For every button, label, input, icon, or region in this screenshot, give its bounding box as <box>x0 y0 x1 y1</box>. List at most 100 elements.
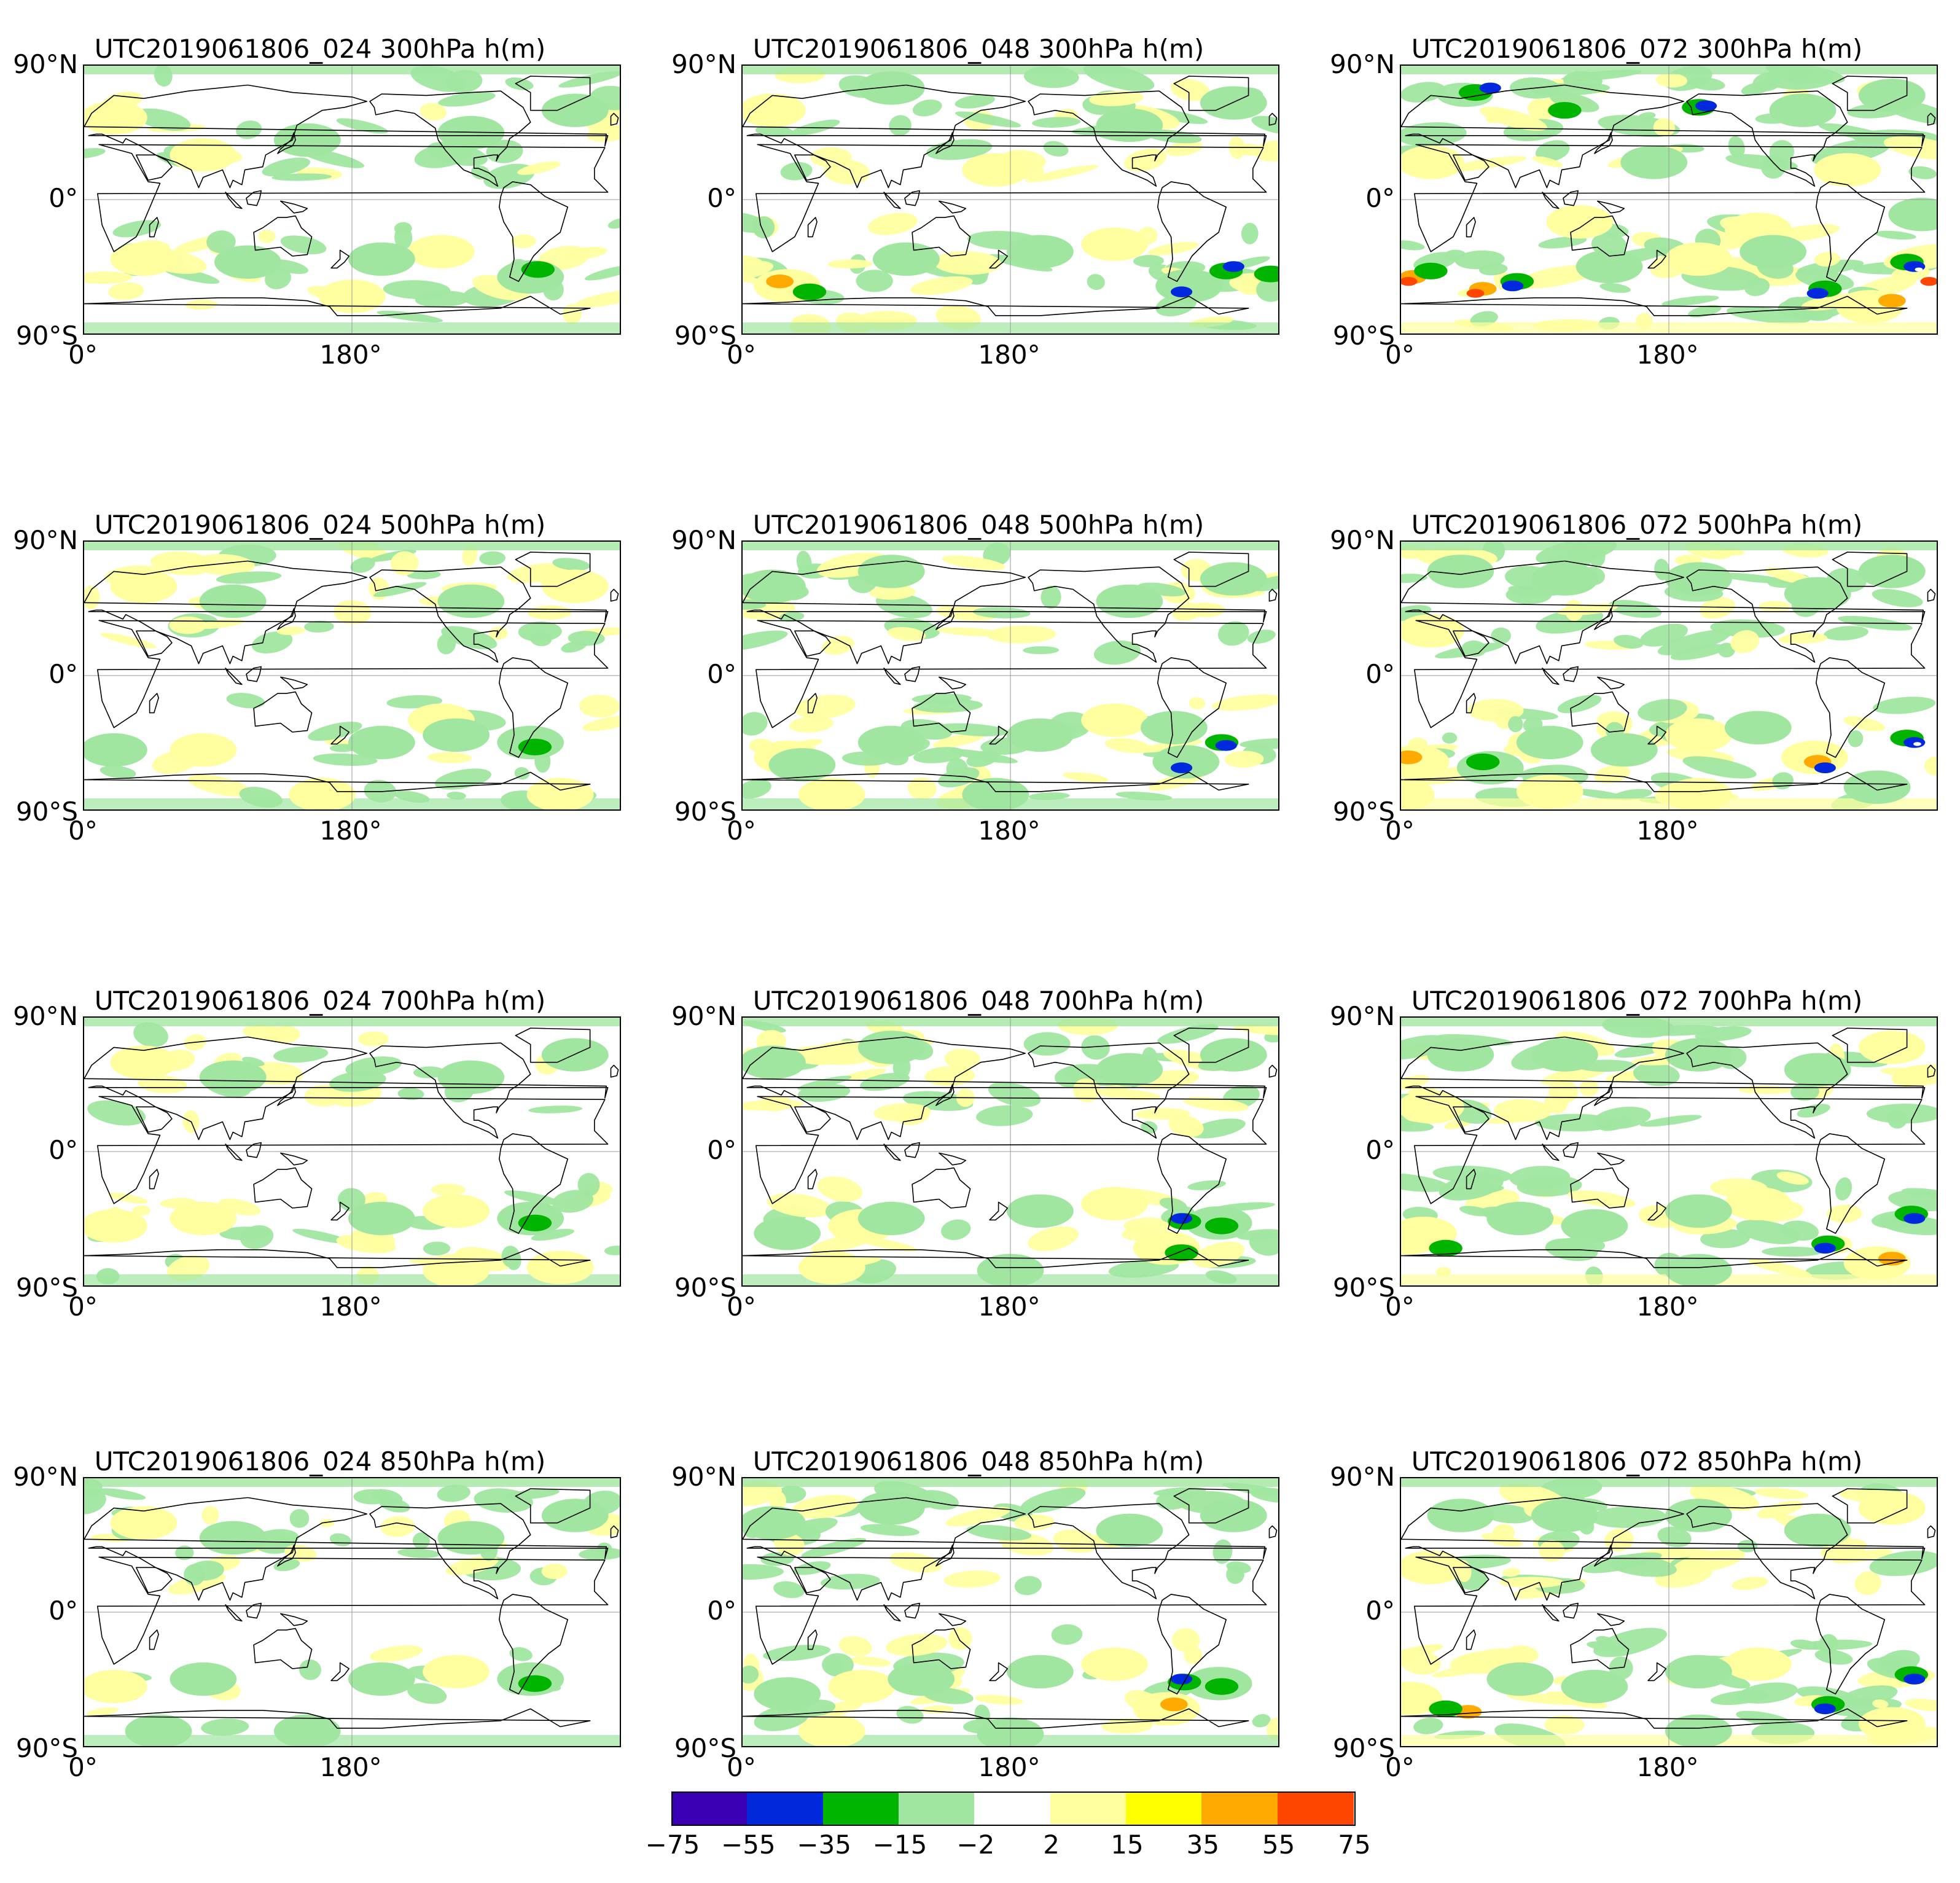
anomaly-patch <box>1165 141 1203 157</box>
anomaly-patch <box>743 1564 784 1580</box>
anomaly-patch <box>769 1491 786 1511</box>
coastline <box>96 620 609 728</box>
coastline <box>1401 1036 1926 1140</box>
coastline <box>1157 1594 1227 1695</box>
anomaly-patch <box>1023 1032 1071 1056</box>
coastline <box>1832 1488 1908 1524</box>
coastlines <box>84 1027 619 1268</box>
anomaly-field <box>743 1478 1278 1746</box>
anomaly-patch <box>289 1509 310 1528</box>
anomaly-patch <box>1454 250 1505 270</box>
map-panel: UTC2019061806_024 300hPa h(m) 90°N 0° 90°S 0… <box>0 34 645 415</box>
anomaly-patch <box>504 1190 561 1205</box>
colorbar-swatch <box>1126 1791 1203 1825</box>
colorbar: −75 −55 −35 −15 −2 2 15 35 55 75 <box>646 1791 1371 1881</box>
coastline <box>1563 1142 1579 1158</box>
anomaly-patch <box>839 1636 872 1656</box>
anomaly-patch <box>820 1573 880 1590</box>
coastline <box>807 217 818 238</box>
coastline <box>1401 295 1908 316</box>
map-area <box>1400 1016 1938 1287</box>
anomaly-patch <box>517 161 561 175</box>
anomaly-patch <box>1192 1241 1244 1268</box>
map-plot <box>84 542 620 809</box>
coastline <box>330 1201 350 1221</box>
map-panel: UTC2019061806_048 700hPa h(m) 90°N 0° 90°S 0… <box>658 986 1303 1366</box>
lat-tick-label: 90°S <box>674 321 736 351</box>
coastline <box>755 1096 1267 1204</box>
anomaly-center <box>437 1521 505 1555</box>
anomaly-patch <box>415 290 470 308</box>
anomaly-patch <box>822 1653 854 1677</box>
anomaly-center <box>407 235 475 268</box>
lon-tick-label: 180° <box>319 1292 382 1322</box>
lon-tick-label: 180° <box>978 1752 1041 1782</box>
lat-tick-label: 90°N <box>671 1462 736 1492</box>
coastline <box>1028 90 1190 187</box>
coastline <box>1157 657 1227 758</box>
anomaly-patch <box>531 1228 574 1241</box>
map-plot <box>84 1478 620 1746</box>
coastline <box>277 608 296 630</box>
anomaly-patch <box>1688 305 1722 318</box>
anomaly-patch <box>1251 115 1278 134</box>
anomaly-patch <box>1608 599 1662 618</box>
anomaly-centers <box>1401 555 1926 809</box>
anomaly-center <box>170 1201 237 1236</box>
anomaly-center <box>1814 1703 1836 1715</box>
coastline <box>935 1084 955 1106</box>
anomaly-patch <box>860 1072 910 1091</box>
anomaly-patch <box>1590 1506 1666 1528</box>
coastline <box>1596 200 1625 214</box>
lon-tick-label: 0° <box>68 1292 98 1322</box>
anomaly-patch <box>1869 1550 1937 1577</box>
anomaly-patch <box>150 552 215 575</box>
anomaly-patch <box>974 1694 1023 1705</box>
coastline <box>755 620 1267 728</box>
anomaly-center <box>1561 1209 1628 1243</box>
coastline <box>904 190 921 206</box>
anomaly-patch <box>1041 585 1061 609</box>
anomaly-patch <box>933 251 1002 275</box>
anomaly-patch <box>945 1507 1011 1527</box>
coastline <box>1594 1545 1613 1567</box>
anomaly-center <box>857 1201 925 1236</box>
coastline <box>1453 154 1490 181</box>
anomaly-patch <box>1657 630 1732 655</box>
coastline <box>743 1708 1249 1729</box>
lat-tick-label: 90°S <box>15 1273 78 1303</box>
anomaly-patch <box>541 1563 568 1580</box>
coastline <box>1542 192 1560 209</box>
anomaly-centers <box>84 1038 609 1285</box>
anomaly-center <box>857 1031 925 1064</box>
anomaly-patch <box>1814 252 1841 267</box>
coastline <box>1686 90 1848 187</box>
anomaly-center <box>1784 577 1851 610</box>
coastline <box>1832 552 1908 587</box>
anomaly-center <box>348 725 415 760</box>
anomaly-patch <box>407 1683 447 1704</box>
coastline <box>279 1613 308 1626</box>
coastline <box>149 217 159 238</box>
anomaly-center <box>1858 1031 1926 1064</box>
coastline <box>794 1106 831 1133</box>
coastline <box>1173 1027 1249 1063</box>
lon-tick-label: 0° <box>1385 816 1415 846</box>
anomaly-center <box>1665 1714 1732 1746</box>
anomaly-patch <box>219 1226 270 1241</box>
colorbar-tick-label: 55 <box>1262 1830 1295 1860</box>
anomaly-patch <box>107 1193 148 1204</box>
anomaly-patch <box>1217 621 1249 646</box>
coastline <box>1594 132 1613 154</box>
anomaly-center <box>1665 1194 1732 1228</box>
anomaly-patch <box>530 631 552 647</box>
coastline <box>807 1629 818 1650</box>
anomaly-patch <box>941 1219 971 1241</box>
lat-tick-label: 0° <box>49 1135 78 1165</box>
anomaly-patch <box>394 222 412 235</box>
anomaly-center <box>1548 102 1582 119</box>
coastline <box>1401 560 1926 665</box>
anomaly-patch <box>1032 117 1081 128</box>
lat-tick-label: 0° <box>707 183 736 213</box>
